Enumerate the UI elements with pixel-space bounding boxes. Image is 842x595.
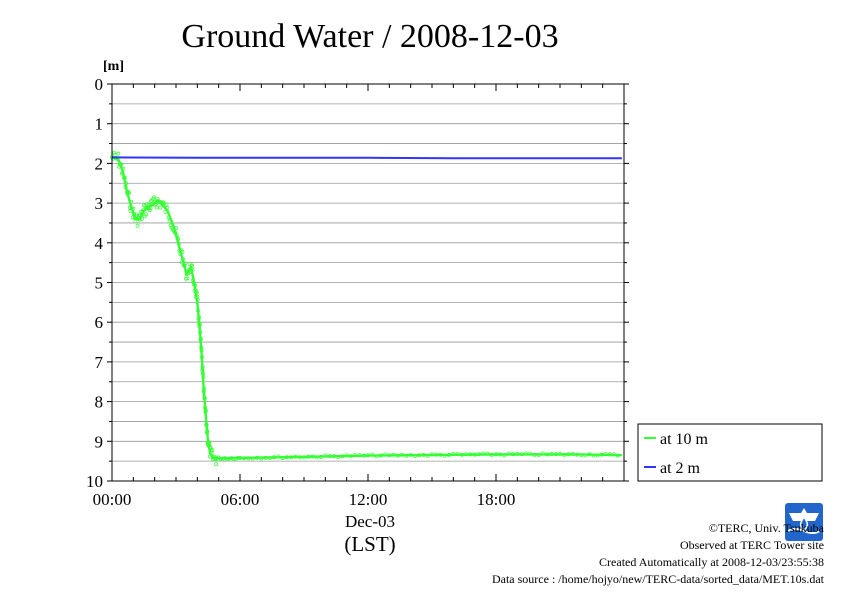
series-10m-sample bbox=[133, 219, 138, 224]
y-axis: 0 1 2 3 4 5 6 7 8 9 10 bbox=[86, 75, 629, 491]
y-tick-label: 8 bbox=[95, 393, 104, 412]
plot-frame bbox=[111, 83, 625, 482]
x-date-label: Dec-03 bbox=[345, 512, 395, 531]
legend-label-2m: at 2 m bbox=[660, 460, 701, 477]
series-10m-sample bbox=[147, 208, 152, 212]
credit-source: Data source : /home/hojyo/new/TERC-data/… bbox=[491, 572, 824, 586]
series-group bbox=[110, 150, 622, 466]
series-10m-sample bbox=[149, 198, 154, 203]
x-axis: 00:00 06:00 12:00 18:00 bbox=[93, 84, 625, 509]
chart-title: Ground Water / 2008-12-03 bbox=[181, 18, 558, 55]
y-tick-label: 4 bbox=[95, 234, 104, 253]
legend-box bbox=[637, 423, 823, 482]
y-tick-label: 1 bbox=[95, 115, 104, 134]
series-line-2m bbox=[111, 156, 622, 160]
y-tick-label: 2 bbox=[95, 154, 104, 173]
y-tick-label: 6 bbox=[95, 313, 104, 332]
credit-observed: Observed at TERC Tower site bbox=[679, 538, 824, 552]
series-line-10m bbox=[111, 156, 622, 460]
series-10m-sample bbox=[185, 276, 190, 281]
series-10m-sample bbox=[116, 151, 121, 156]
x-tick-label: 12:00 bbox=[349, 490, 388, 509]
legend-label-10m: at 10 m bbox=[660, 431, 709, 448]
credit-copyright: ©TERC, Univ. Tsukuba bbox=[708, 521, 824, 535]
series-10m-sample bbox=[152, 195, 156, 200]
x-tick-label: 18:00 bbox=[477, 490, 516, 509]
series-10m-sample bbox=[214, 462, 218, 466]
x-axis-label: (LST) bbox=[344, 532, 395, 556]
y-tick-label: 7 bbox=[95, 353, 104, 372]
series-10m-sample bbox=[144, 212, 149, 217]
series-10m-sample bbox=[135, 223, 140, 228]
legend: at 10 m at 2 m bbox=[637, 423, 823, 482]
series-10m-sample bbox=[112, 150, 117, 155]
series-10m-sample bbox=[154, 205, 159, 210]
y-tick-label: 5 bbox=[95, 274, 104, 293]
series-10m-sample bbox=[158, 205, 163, 210]
y-tick-label: 9 bbox=[95, 432, 104, 451]
y-tick-label: 10 bbox=[86, 472, 103, 491]
x-tick-label: 06:00 bbox=[221, 490, 260, 509]
y-unit-label: [m] bbox=[103, 59, 124, 74]
terc-logo-icon bbox=[785, 503, 823, 541]
y-tick-label: 0 bbox=[95, 75, 104, 94]
y-tick-label: 3 bbox=[95, 194, 104, 213]
series-10m-sample bbox=[134, 212, 139, 217]
series-10m-sample bbox=[164, 202, 169, 207]
x-tick-label: 00:00 bbox=[93, 490, 132, 509]
credit-created: Created Automatically at 2008-12-03/23:5… bbox=[599, 555, 824, 569]
